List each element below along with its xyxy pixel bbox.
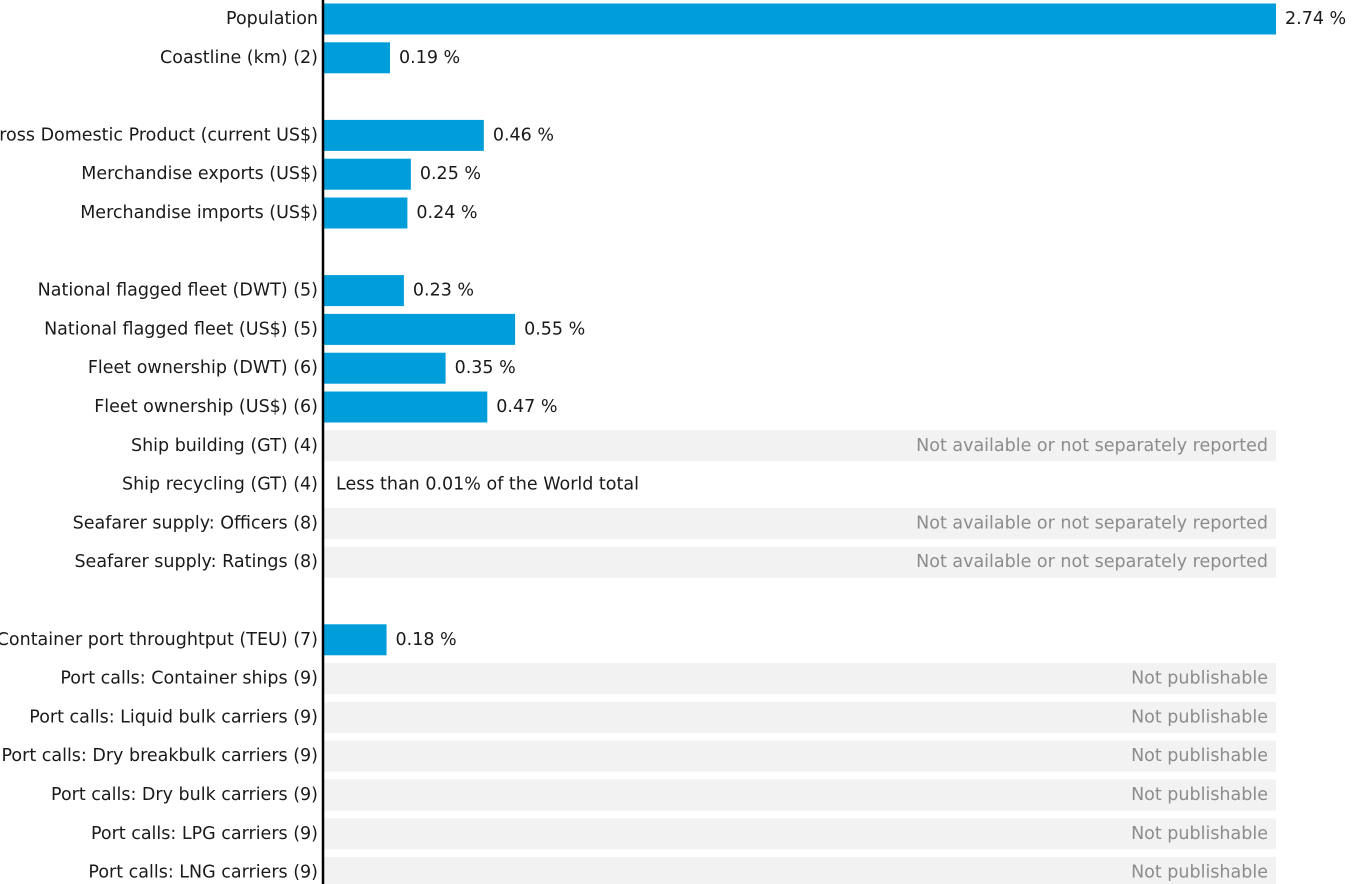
bar <box>324 275 404 307</box>
data-label: 0.55 % <box>524 319 585 339</box>
not-available-band <box>324 507 1276 539</box>
bar <box>324 158 411 190</box>
chart-row: National flagged fleet (DWT) (5) 0.23 % <box>38 275 474 307</box>
category-label: National flagged fleet (DWT) (5) <box>38 281 318 301</box>
category-label: Gross Domestic Product (current US$) <box>0 125 318 145</box>
chart-row: Port calls: LNG carriers (9) Not publisha… <box>88 857 1276 884</box>
data-label: 0.19 % <box>399 48 460 68</box>
data-label: 0.47 % <box>496 397 557 417</box>
chart-row: Merchandise imports (US$) 0.24 % <box>80 197 478 229</box>
chart-row: Port calls: Dry bulk carriers (9) Not pub… <box>51 779 1276 811</box>
category-label: National flagged fleet (US$) (5) <box>44 319 318 339</box>
bar <box>324 42 391 74</box>
category-label: Coastline (km) (2) <box>160 48 318 68</box>
not-available-text: Not available or not separately reported <box>916 436 1268 456</box>
chart-row: Port calls: LPG carriers (9) Not publisha… <box>91 818 1276 850</box>
chart-row: Fleet ownership (DWT) (6) 0.35 % <box>88 352 516 384</box>
not-available-band <box>324 663 1276 695</box>
category-label: Port calls: Container ships (9) <box>60 669 318 689</box>
chart-row: Seafarer supply: Officers (8) Not availab… <box>73 507 1276 539</box>
not-available-text: Not publishable <box>1131 863 1268 883</box>
category-label: Ship recycling (GT) (4) <box>122 475 318 495</box>
bar <box>324 313 516 345</box>
data-label: 0.46 % <box>493 125 554 145</box>
chart-row: Container port throughtput (TEU) (7) 0.18… <box>0 624 457 656</box>
not-available-text: Not publishable <box>1131 746 1268 766</box>
chart-row: National flagged fleet (US$) (5) 0.55 % <box>44 313 585 345</box>
not-available-text: Not available or not separately reported <box>916 513 1268 533</box>
chart-row: Ship recycling (GT) (4) Less than 0.01% o… <box>122 475 639 495</box>
bar <box>324 197 408 229</box>
not-available-band <box>324 857 1276 884</box>
not-available-band <box>324 430 1276 462</box>
chart-row: Ship building (GT) (4) Not available or n… <box>131 430 1276 462</box>
chart-row: Port calls: Dry breakbulk carriers (9) No… <box>1 740 1276 772</box>
not-available-text: Not publishable <box>1131 785 1268 805</box>
bar <box>324 3 1276 35</box>
category-label: Port calls: Liquid bulk carriers (9) <box>29 707 318 727</box>
not-available-text: Not available or not separately reported <box>916 552 1268 572</box>
category-label: Fleet ownership (US$) (6) <box>94 397 318 417</box>
data-label: 0.18 % <box>396 630 457 650</box>
not-available-text: Not publishable <box>1131 669 1268 689</box>
chart-row: Port calls: Liquid bulk carriers (9) Not … <box>29 701 1276 733</box>
chart-row: Coastline (km) (2) 0.19 % <box>160 42 460 74</box>
bar <box>324 119 484 151</box>
row-note: Less than 0.01% of the World total <box>336 475 639 495</box>
data-label: 0.25 % <box>420 164 481 184</box>
category-label: Population <box>226 9 318 29</box>
bar <box>324 624 387 656</box>
not-available-band <box>324 779 1276 811</box>
category-label: Merchandise exports (US$) <box>81 164 318 184</box>
data-label: 0.24 % <box>416 203 477 223</box>
chart-row: Merchandise exports (US$) 0.25 % <box>81 158 481 190</box>
not-available-band <box>324 740 1276 772</box>
chart-rows: Population 2.74 % Coastline (km) (2) 0.19 %… <box>0 3 1346 884</box>
chart-row: Population 2.74 % <box>226 3 1346 35</box>
chart-row: Fleet ownership (US$) (6) 0.47 % <box>94 391 557 423</box>
bar <box>324 352 446 384</box>
category-label: Port calls: LPG carriers (9) <box>91 824 318 844</box>
category-label: Port calls: Dry bulk carriers (9) <box>51 785 318 805</box>
bar <box>324 391 488 423</box>
category-label: Port calls: LNG carriers (9) <box>88 863 318 883</box>
category-label: Port calls: Dry breakbulk carriers (9) <box>1 746 318 766</box>
data-label: 0.23 % <box>413 281 474 301</box>
not-available-band <box>324 701 1276 733</box>
category-label: Seafarer supply: Officers (8) <box>73 513 318 533</box>
data-label: 2.74 % <box>1285 9 1346 29</box>
chart-row: Gross Domestic Product (current US$) 0.46… <box>0 119 554 151</box>
chart-row: Seafarer supply: Ratings (8) Not availabl… <box>74 546 1276 578</box>
not-available-band <box>324 818 1276 850</box>
category-label: Container port throughtput (TEU) (7) <box>0 630 318 650</box>
category-label: Ship building (GT) (4) <box>131 436 318 456</box>
category-label: Fleet ownership (DWT) (6) <box>88 358 318 378</box>
category-label: Merchandise imports (US$) <box>80 203 318 223</box>
chart-row: Port calls: Container ships (9) Not publi… <box>60 663 1276 695</box>
category-label: Seafarer supply: Ratings (8) <box>74 552 318 572</box>
not-available-text: Not publishable <box>1131 824 1268 844</box>
not-available-text: Not publishable <box>1131 707 1268 727</box>
not-available-band <box>324 546 1276 578</box>
data-label: 0.35 % <box>455 358 516 378</box>
